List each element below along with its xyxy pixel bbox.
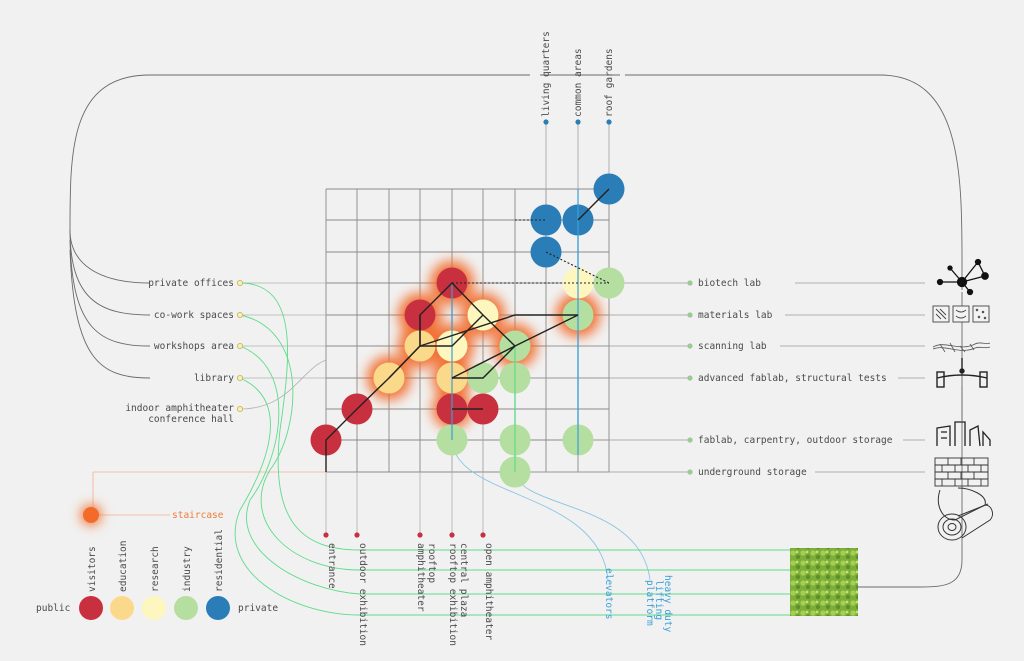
legend-label-residential: residential bbox=[214, 529, 225, 592]
right-labels: biotech lab materials lab scanning lab a… bbox=[698, 278, 893, 478]
label-common-areas: common areas bbox=[573, 48, 584, 117]
legend-public-label: public bbox=[36, 603, 70, 614]
label-fablab-carpentry: fablab, carpentry, outdoor storage bbox=[698, 435, 893, 446]
label-biotech-lab: biotech lab bbox=[698, 278, 761, 289]
legend-private-label: private bbox=[238, 603, 278, 614]
top-label-dots bbox=[543, 119, 612, 125]
legend-swatch-education bbox=[110, 596, 134, 620]
label-living-quarters: living quarters bbox=[541, 31, 552, 117]
network-icon bbox=[936, 258, 989, 296]
circulation-path bbox=[325, 188, 610, 472]
moss-texture-image bbox=[790, 548, 858, 616]
label-central-plaza: central plaza bbox=[458, 543, 469, 617]
green-connections bbox=[234, 282, 790, 616]
fablab-icon bbox=[936, 421, 991, 447]
left-label-dots bbox=[236, 279, 244, 413]
legend-swatch-residential bbox=[206, 596, 230, 620]
scan-icon bbox=[932, 342, 991, 353]
bottom-labels: entrance outdoor exhibition rooftop amph… bbox=[326, 543, 494, 646]
label-staircase: staircase bbox=[172, 510, 224, 521]
label-workshops-area: workshops area bbox=[154, 341, 234, 352]
label-library: library bbox=[194, 373, 234, 384]
label-indoor-amphitheater: indoor amphitheater bbox=[125, 403, 234, 414]
bottom-label-dots bbox=[323, 532, 486, 538]
label-advanced-fablab: advanced fablab, structural tests bbox=[698, 373, 887, 384]
left-leaders bbox=[239, 282, 327, 410]
legend-label-industry: industry bbox=[182, 546, 193, 592]
legend-label-visitors: visitors bbox=[87, 546, 98, 592]
bottom-blue-labels: elevators heavy duty lifting platform bbox=[603, 568, 673, 632]
label-entrance: entrance bbox=[326, 543, 337, 589]
label-scanning-lab: scanning lab bbox=[698, 341, 767, 352]
label-private-offices: private offices bbox=[148, 278, 234, 289]
label-outdoor-exhibition: outdoor exhibition bbox=[357, 543, 368, 646]
dotted-links bbox=[452, 219, 610, 284]
outer-loop bbox=[69, 74, 963, 588]
elevator-curves bbox=[451, 439, 651, 581]
material-samples-icon bbox=[932, 305, 990, 323]
legend-label-education: education bbox=[118, 541, 129, 592]
label-underground-storage: underground storage bbox=[698, 467, 807, 478]
label-co-work-spaces: co-work spaces bbox=[154, 310, 234, 321]
legend: visitors education research industry res… bbox=[36, 529, 278, 620]
label-conference-hall: conference hall bbox=[148, 414, 234, 425]
legend-swatch-research bbox=[142, 596, 166, 620]
label-elevators: elevators bbox=[603, 568, 614, 619]
label-roof-gardens: roof gardens bbox=[604, 48, 615, 117]
label-heavy-duty: heavy duty bbox=[662, 575, 673, 632]
staircase-dot bbox=[83, 507, 99, 523]
legend-swatch-visitors bbox=[79, 596, 103, 620]
left-labels: private offices co-work spaces workshops… bbox=[125, 278, 234, 425]
label-open-amphitheater: open amphitheater bbox=[483, 543, 494, 641]
brick-wall-icon bbox=[934, 457, 989, 487]
right-label-dots bbox=[687, 280, 693, 475]
right-leaders bbox=[92, 282, 925, 516]
timber-log-icon bbox=[937, 487, 993, 541]
legend-label-research: research bbox=[150, 546, 161, 592]
label-rooftop: rooftop bbox=[426, 543, 437, 583]
top-labels: living quarters common areas roof garden… bbox=[541, 31, 615, 117]
label-rooftop-exhibition: rooftop exhibition bbox=[447, 543, 458, 646]
label-amphitheater: amphitheater bbox=[415, 543, 426, 612]
label-platform: platform bbox=[644, 580, 655, 626]
label-lifting: lifting bbox=[653, 580, 664, 620]
label-materials-lab: materials lab bbox=[698, 310, 773, 321]
legend-swatch-industry bbox=[174, 596, 198, 620]
structural-test-icon bbox=[936, 358, 988, 388]
bottom-leaders bbox=[325, 409, 484, 535]
